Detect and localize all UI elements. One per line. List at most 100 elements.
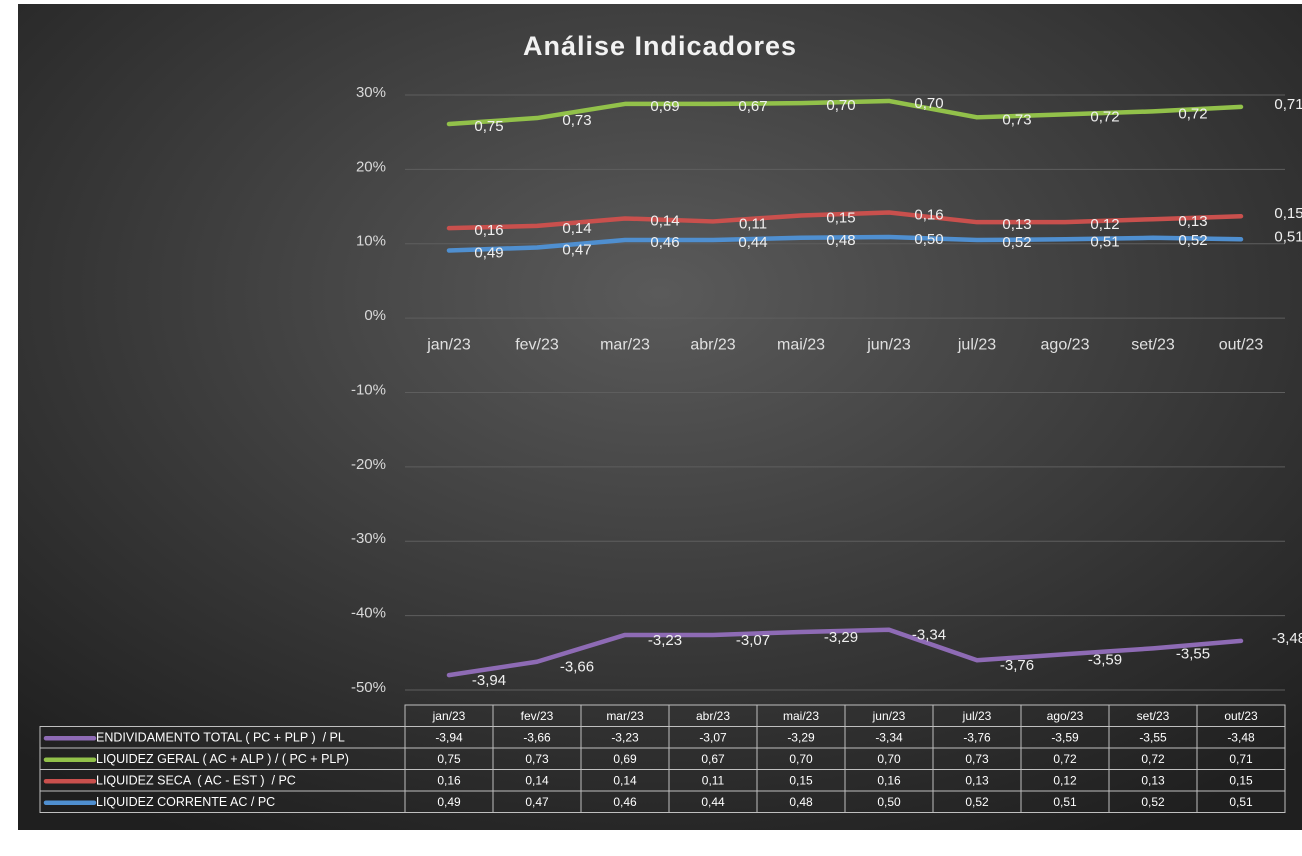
table-header-cell: mai/23	[783, 709, 819, 723]
table-header-cell: set/23	[1137, 709, 1170, 723]
table-cell: -3,59	[1051, 730, 1079, 744]
table-cell: 0,16	[877, 773, 901, 787]
table-cell: 0,73	[525, 752, 549, 766]
data-label: 0,11	[739, 215, 767, 232]
data-label: 0,71	[1274, 96, 1302, 113]
data-label: 0,72	[1090, 108, 1119, 125]
y-tick-label: -40%	[351, 605, 386, 622]
data-label: 0,12	[1090, 216, 1119, 233]
data-label: 0,52	[1002, 234, 1031, 251]
table-header-cell: mar/23	[606, 709, 644, 723]
table-cell: 0,47	[525, 795, 549, 809]
table-cell: -3,34	[875, 730, 903, 744]
table-cell: 0,50	[877, 795, 901, 809]
table-cell: 0,69	[613, 752, 637, 766]
y-tick-label: -20%	[351, 456, 386, 473]
table-header-cell: jul/23	[962, 709, 992, 723]
data-label: 0,51	[1090, 233, 1119, 250]
y-tick-label: -10%	[351, 381, 386, 398]
data-label: 0,51	[1274, 228, 1302, 245]
data-label: -3,48	[1272, 630, 1302, 647]
x-tick-label: fev/23	[515, 336, 559, 353]
data-label: 0,73	[562, 112, 591, 129]
data-label: 0,13	[1002, 216, 1031, 233]
table-header-cell: jan/23	[432, 709, 466, 723]
table-cell: -3,23	[611, 730, 639, 744]
x-tick-label: jan/23	[426, 336, 471, 353]
legend-label: LIQUIDEZ SECA ( AC - EST ) / PC	[96, 774, 296, 788]
table-cell: -3,29	[787, 730, 815, 744]
y-tick-label: 20%	[356, 158, 386, 175]
table-cell: 0,11	[702, 773, 725, 787]
data-label: 0,47	[562, 241, 591, 258]
data-label: -3,07	[736, 632, 770, 649]
table-cell: 0,52	[965, 795, 989, 809]
series-line	[446, 627, 1244, 678]
table-cell: 0,71	[1229, 752, 1253, 766]
x-tick-label: mai/23	[777, 336, 825, 353]
table-cell: -3,94	[435, 730, 463, 744]
y-tick-label: 0%	[364, 307, 386, 324]
table-cell: 0,49	[437, 795, 461, 809]
table-cell: 0,70	[877, 752, 901, 766]
y-tick-label: 10%	[356, 233, 386, 250]
table-cell: 0,70	[789, 752, 813, 766]
data-label: 0,14	[562, 220, 591, 237]
data-label: 0,13	[1178, 213, 1207, 230]
table-cell: 0,15	[1229, 773, 1253, 787]
data-label: -3,66	[560, 659, 594, 676]
data-label: -3,23	[648, 632, 682, 649]
table-cell: 0,15	[789, 773, 813, 787]
table-cell: 0,52	[1141, 795, 1165, 809]
data-label: 0,72	[1178, 105, 1207, 122]
table-cell: 0,72	[1141, 752, 1165, 766]
data-label: 0,48	[826, 232, 855, 249]
table-cell: -3,76	[963, 730, 991, 744]
x-tick-label: set/23	[1131, 336, 1175, 353]
data-label: -3,29	[824, 629, 858, 646]
legend-label: LIQUIDEZ CORRENTE AC / PC	[96, 795, 275, 809]
table-header-cell: jun/23	[872, 709, 906, 723]
data-label: -3,59	[1088, 651, 1122, 668]
legend-label: ENDIVIDAMENTO TOTAL ( PC + PLP ) / PL	[96, 731, 345, 745]
chart-background	[18, 4, 1302, 830]
table-cell: 0,16	[437, 773, 461, 787]
table-cell: 0,48	[789, 795, 813, 809]
data-label: 0,50	[914, 231, 943, 248]
data-label: 0,15	[1274, 205, 1302, 222]
table-cell: 0,73	[965, 752, 989, 766]
data-label: 0,46	[650, 234, 679, 251]
table-cell: 0,75	[437, 752, 461, 766]
table-header-cell: ago/23	[1047, 709, 1084, 723]
y-tick-label: -30%	[351, 530, 386, 547]
data-label: 0,69	[650, 98, 679, 115]
data-label: 0,14	[650, 212, 679, 229]
x-tick-label: abr/23	[690, 336, 735, 353]
data-label: 0,52	[1178, 232, 1207, 249]
table-cell: 0,44	[701, 795, 725, 809]
x-tick-label: ago/23	[1041, 336, 1090, 353]
data-label: -3,94	[472, 672, 506, 689]
data-label: 0,44	[738, 234, 767, 251]
table-cell: 0,67	[701, 752, 725, 766]
x-tick-label: out/23	[1219, 336, 1264, 353]
table-cell: -3,55	[1139, 730, 1167, 744]
table-cell: 0,46	[613, 795, 637, 809]
table-cell: -3,66	[523, 730, 551, 744]
table-cell: 0,14	[525, 773, 549, 787]
data-label: 0,15	[826, 209, 855, 226]
y-tick-label: -50%	[351, 679, 386, 696]
legend-label: LIQUIDEZ GERAL ( AC + ALP ) / ( PC + PLP…	[96, 752, 349, 766]
x-tick-label: jul/23	[957, 336, 996, 353]
x-tick-label: jun/23	[866, 336, 911, 353]
table-header-cell: abr/23	[696, 709, 730, 723]
data-label: 0,16	[914, 206, 943, 223]
table-cell: 0,51	[1053, 795, 1077, 809]
table-cell: -3,48	[1227, 730, 1255, 744]
data-label: -3,76	[1000, 657, 1034, 674]
data-label: -3,55	[1176, 645, 1210, 662]
data-label: 0,70	[826, 97, 855, 114]
data-label: -3,34	[912, 627, 946, 644]
table-header-cell: out/23	[1224, 709, 1258, 723]
